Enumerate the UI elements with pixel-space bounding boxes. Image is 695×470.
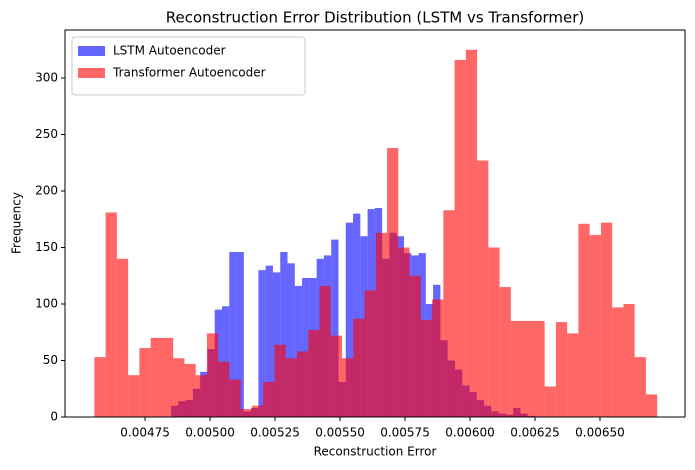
- bar: [353, 213, 361, 417]
- bar: [555, 322, 568, 417]
- y-tick-label: 300: [35, 71, 58, 85]
- bar: [274, 344, 286, 417]
- bar: [195, 375, 207, 417]
- chart-title: Reconstruction Error Distribution (LSTM …: [166, 9, 585, 27]
- bar: [331, 239, 339, 417]
- bar: [477, 160, 489, 417]
- y-tick-label: 250: [35, 127, 58, 141]
- legend-box: [71, 36, 306, 96]
- bar: [128, 375, 140, 417]
- bar: [308, 329, 320, 417]
- x-tick-label: 0.00500: [185, 426, 235, 440]
- bar: [302, 278, 310, 417]
- bar: [218, 361, 230, 417]
- bar: [612, 307, 624, 417]
- legend-swatch: [78, 46, 105, 56]
- x-tick-label: 0.00475: [120, 426, 170, 440]
- x-tick-label: 0.00525: [250, 426, 300, 440]
- y-tick-label: 150: [35, 240, 58, 254]
- bar: [342, 358, 354, 417]
- bar: [567, 333, 579, 417]
- bar: [420, 319, 433, 417]
- y-tick-label: 100: [35, 297, 58, 311]
- bar: [150, 337, 162, 417]
- bar: [600, 222, 613, 417]
- bar: [105, 212, 117, 417]
- bar: [173, 358, 185, 417]
- bar: [265, 265, 273, 417]
- bar: [319, 285, 331, 417]
- bar: [443, 210, 455, 417]
- bar: [634, 357, 646, 417]
- legend-label: LSTM Autoencoder: [113, 44, 226, 58]
- bar: [229, 379, 241, 417]
- bar: [398, 247, 410, 417]
- bar: [544, 386, 556, 417]
- bar: [522, 320, 534, 417]
- plot-frame: [64, 29, 686, 418]
- bar: [94, 357, 106, 417]
- bar: [251, 405, 264, 417]
- bar: [432, 299, 444, 417]
- legend-label: Transformer Autoencoder: [112, 66, 266, 80]
- x-tick-label: 0.00625: [510, 426, 560, 440]
- bar: [387, 148, 399, 417]
- bar: [287, 263, 295, 417]
- bar: [116, 258, 129, 417]
- bar: [161, 337, 174, 417]
- bar: [296, 351, 309, 417]
- y-tick-label: 200: [35, 184, 58, 198]
- bar: [578, 223, 590, 417]
- bar: [499, 287, 511, 417]
- bar: [623, 304, 635, 417]
- bar: [454, 59, 466, 418]
- bar: [240, 409, 252, 417]
- bar: [280, 252, 288, 417]
- bar: [533, 320, 545, 417]
- bar: [236, 252, 244, 417]
- bar: [510, 320, 523, 417]
- y-axis-label: Frequency: [10, 192, 24, 254]
- x-tick-label: 0.00600: [445, 426, 495, 440]
- bar: [345, 222, 354, 417]
- bar: [184, 363, 196, 417]
- bar: [589, 235, 601, 417]
- y-tick-label: 50: [43, 353, 58, 367]
- bar: [353, 318, 365, 417]
- bar: [375, 232, 388, 417]
- bar: [488, 247, 500, 417]
- y-tick-label: 0: [50, 410, 58, 424]
- bar: [645, 394, 658, 417]
- bar: [364, 290, 376, 417]
- legend: LSTM Autoencoder Transformer Autoencoder: [71, 36, 306, 96]
- bar: [263, 381, 275, 417]
- bar: [465, 49, 478, 418]
- bar: [139, 348, 151, 417]
- x-tick-label: 0.00575: [380, 426, 430, 440]
- bar: [330, 335, 343, 417]
- bar: [258, 270, 266, 417]
- x-tick-label: 0.00650: [575, 426, 625, 440]
- bar: [229, 252, 237, 417]
- x-axis-label: Reconstruction Error: [314, 445, 437, 459]
- bar: [409, 275, 421, 417]
- bar: [285, 358, 297, 417]
- legend-swatch: [78, 68, 105, 78]
- x-tick-label: 0.00550: [315, 426, 365, 440]
- bar: [206, 333, 219, 417]
